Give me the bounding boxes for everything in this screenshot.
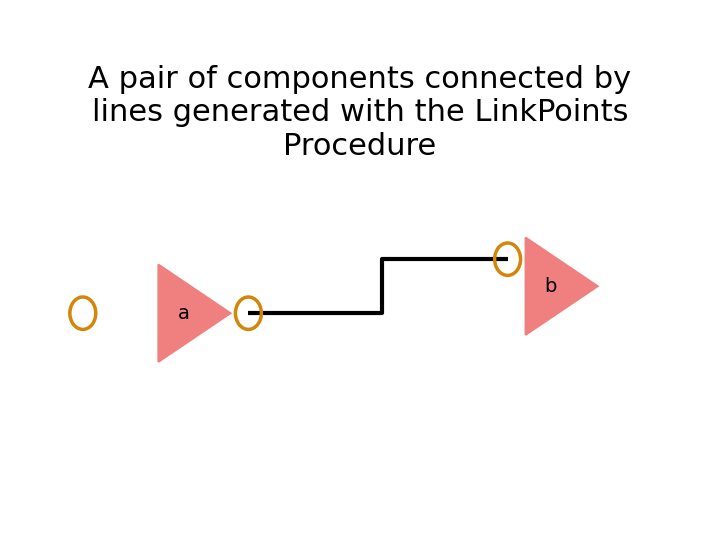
Text: A pair of components connected by
lines generated with the LinkPoints
Procedure: A pair of components connected by lines … — [89, 65, 631, 161]
Text: b: b — [544, 276, 557, 296]
Polygon shape — [158, 265, 230, 362]
Polygon shape — [526, 238, 598, 335]
Text: a: a — [178, 303, 189, 323]
